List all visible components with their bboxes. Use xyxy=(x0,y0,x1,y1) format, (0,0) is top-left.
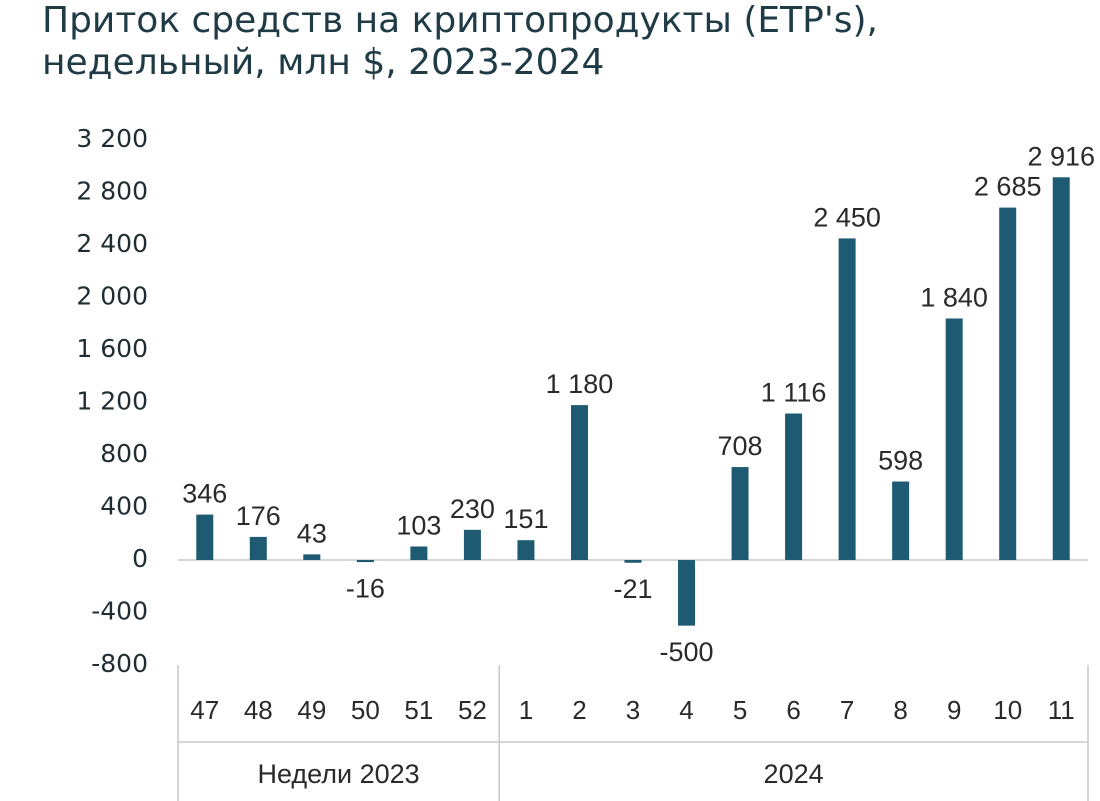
x-tick-label: 6 xyxy=(786,695,800,725)
y-tick-label: 800 xyxy=(100,439,148,468)
y-tick-label: -800 xyxy=(91,649,148,678)
x-tick-label: 4 xyxy=(679,695,693,725)
bar xyxy=(945,318,963,560)
bar xyxy=(624,560,642,563)
data-label: 1 116 xyxy=(761,378,827,408)
group-label: 2024 xyxy=(764,759,824,789)
data-label: -21 xyxy=(613,574,652,604)
data-label: 346 xyxy=(182,479,227,509)
data-label: 43 xyxy=(297,518,327,548)
x-tick-label: 9 xyxy=(947,695,961,725)
x-tick-label: 5 xyxy=(733,695,747,725)
x-tick-label: 11 xyxy=(1048,695,1075,725)
bar xyxy=(999,207,1017,560)
y-tick-label: 3 200 xyxy=(76,124,148,153)
chart-title: Приток средств на криптопродукты (ETP's)… xyxy=(42,0,878,84)
data-label: 103 xyxy=(396,510,441,540)
bar xyxy=(570,405,588,560)
bar xyxy=(463,529,481,560)
y-tick-label: 400 xyxy=(100,492,148,521)
x-tick-label: 10 xyxy=(993,695,1022,725)
bar xyxy=(892,481,910,560)
x-tick-label: 49 xyxy=(297,695,326,725)
bar xyxy=(356,560,374,563)
x-tick-label: 1 xyxy=(519,695,533,725)
bar xyxy=(785,413,803,560)
bar xyxy=(249,536,267,560)
data-label: 176 xyxy=(236,501,281,531)
data-label: 1 180 xyxy=(546,369,614,399)
data-label: 2 450 xyxy=(813,202,881,232)
data-label: -16 xyxy=(346,573,385,603)
group-label: Недели 2023 xyxy=(257,759,419,789)
y-tick-label: 0 xyxy=(132,544,148,573)
chart-title-line-2: недельный, млн $, 2023-2024 xyxy=(42,42,605,83)
data-label: 1 840 xyxy=(920,283,988,313)
bar xyxy=(838,238,856,560)
x-tick-label: 7 xyxy=(840,695,854,725)
x-tick-label: 8 xyxy=(893,695,907,725)
data-label: 151 xyxy=(503,504,548,534)
y-tick-label: 2 400 xyxy=(76,229,148,258)
x-tick-label: 2 xyxy=(572,695,586,725)
y-tick-label: 2 000 xyxy=(76,282,148,311)
x-tick-label: 48 xyxy=(244,695,273,725)
y-tick-label: 2 800 xyxy=(76,177,148,206)
data-label: -500 xyxy=(660,637,714,667)
bar xyxy=(517,540,535,560)
chart-title-line-1: Приток средств на криптопродукты (ETP's)… xyxy=(42,0,878,41)
x-tick-label: 3 xyxy=(626,695,640,725)
bar xyxy=(1052,177,1070,560)
data-label: 230 xyxy=(450,494,495,524)
bar xyxy=(410,546,428,560)
x-tick-label: 51 xyxy=(404,695,433,725)
bar xyxy=(303,554,321,560)
bar xyxy=(678,560,696,626)
data-label: 598 xyxy=(878,446,923,476)
data-label: 2 685 xyxy=(974,172,1042,202)
bar xyxy=(196,514,214,560)
y-tick-label: 1 600 xyxy=(76,334,148,363)
data-label: 2 916 xyxy=(1027,141,1095,171)
x-tick-label: 52 xyxy=(458,695,487,725)
y-tick-label: -400 xyxy=(91,597,148,626)
x-tick-label: 50 xyxy=(351,695,380,725)
bar xyxy=(731,467,749,560)
y-tick-label: 1 200 xyxy=(76,387,148,416)
x-tick-label: 47 xyxy=(190,695,219,725)
data-label: 708 xyxy=(718,431,763,461)
